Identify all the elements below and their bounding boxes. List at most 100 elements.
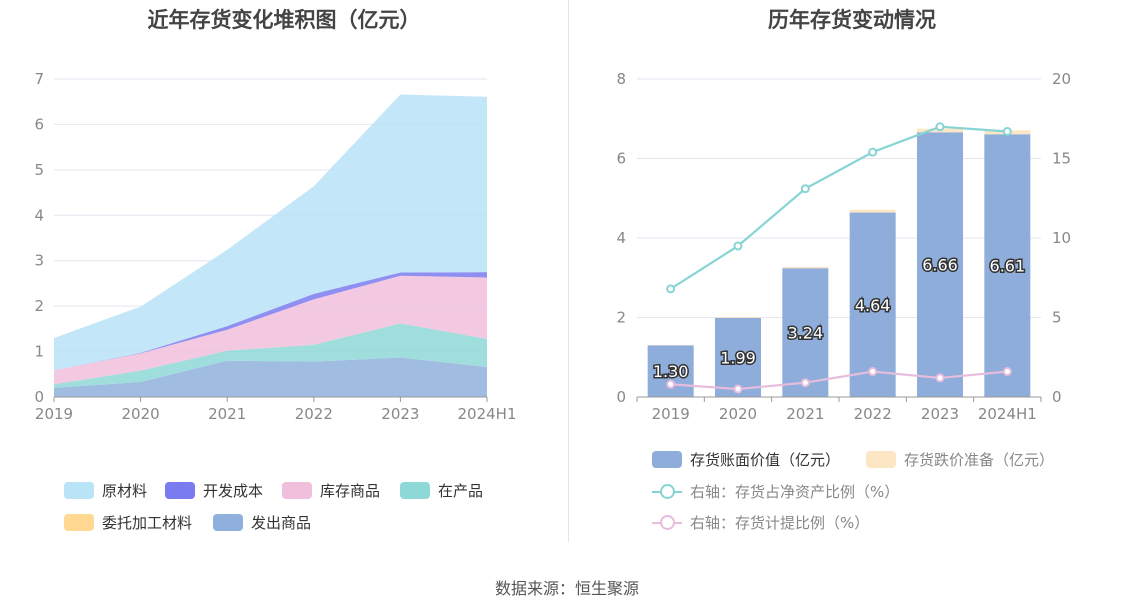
- bar-inventory-value: [715, 317, 761, 397]
- legend-label: 右轴：存货占净资产比例（%）: [690, 483, 900, 501]
- legend-label: 右轴：存货计提比例（%）: [690, 514, 870, 532]
- line-point: [733, 241, 743, 251]
- bar-inventory-value: [782, 268, 829, 397]
- bar-impairment-reserve: [715, 317, 761, 318]
- x-tick-label: 2021: [786, 405, 824, 423]
- y-tick-label: 1: [34, 343, 44, 361]
- y-tick-label: 7: [34, 70, 44, 88]
- legend-swatch: [652, 451, 682, 468]
- area-series: [54, 275, 487, 385]
- data-source-note: 数据来源：恒生聚源: [494, 579, 639, 598]
- legend-swatch: [282, 482, 312, 499]
- x-tick-label: 2023: [921, 405, 959, 423]
- y2-tick-label: 15: [1052, 150, 1071, 168]
- bar-data-label: 1.99: [720, 348, 756, 367]
- bar-data-label: 6.66: [922, 256, 958, 275]
- legend-swatch: [652, 483, 682, 500]
- legend-swatch: [866, 451, 896, 468]
- line-point: [666, 284, 676, 294]
- x-tick-label: 2020: [122, 405, 160, 423]
- line-point: [1002, 367, 1012, 377]
- y-tick-label: 4: [616, 229, 626, 247]
- line-point: [868, 367, 878, 377]
- legend-swatch: [213, 514, 243, 531]
- legend-item[interactable]: 委托加工材料: [64, 512, 192, 533]
- area-series: [54, 94, 487, 371]
- bar-inventory-value: [917, 132, 963, 397]
- bar-impairment-reserve: [849, 209, 896, 213]
- line-point: [733, 384, 743, 394]
- line-point: [1002, 126, 1012, 136]
- legend-swatch: [652, 514, 682, 531]
- line-point: [800, 184, 810, 194]
- bar-data-label: 3.24: [788, 324, 824, 343]
- legend-item[interactable]: 存货账面价值（亿元）: [652, 449, 840, 470]
- legend-item[interactable]: 右轴：存货计提比例（%）: [652, 512, 869, 533]
- chart-title: 近年存货变化堆积图（亿元）: [147, 8, 421, 32]
- area-series: [54, 357, 487, 397]
- bar-line-combo-chart: 0 2 4 6 8 0 5 10 15 20 1.30 1.99 3.24 4.64 6.66 6.61 201…: [616, 70, 1071, 423]
- bar-inventory-value: [849, 212, 896, 397]
- legend-label: 开发成本: [203, 482, 264, 500]
- bar-data-label: 6.61: [990, 257, 1026, 276]
- legend-label: 原材料: [102, 482, 148, 500]
- y2-tick-label: 20: [1052, 70, 1071, 88]
- bar-impairment-reserve: [782, 267, 829, 269]
- legend-item[interactable]: 右轴：存货占净资产比例（%）: [652, 481, 899, 502]
- legend-item[interactable]: 发出商品: [213, 512, 311, 533]
- legend-item[interactable]: 库存商品: [282, 480, 380, 501]
- area-series: [54, 323, 487, 388]
- y-tick-label: 0: [616, 388, 626, 406]
- legend-item[interactable]: 原材料: [64, 480, 147, 501]
- line-point: [800, 378, 810, 388]
- bar-data-label: 1.30: [653, 362, 689, 381]
- line-series: [670, 125, 1008, 290]
- y-tick-label: 0: [34, 388, 44, 406]
- x-tick-label: 2024H1: [458, 405, 517, 423]
- legend-swatch: [165, 482, 195, 499]
- y2-tick-label: 0: [1052, 388, 1062, 406]
- y-tick-label: 6: [616, 150, 626, 168]
- x-tick-label: 2022: [295, 405, 333, 423]
- x-tick-label: 2024H1: [978, 405, 1037, 423]
- bar-line-chart-panel: 历年存货变动情况 0 2 4 6 8 0 5 10 15 20 1.30 1.99 3.24 4.64 6.…: [570, 0, 1134, 560]
- x-tick-label: 2020: [719, 405, 757, 423]
- y-tick-label: 2: [616, 309, 626, 327]
- legend-label: 库存商品: [320, 482, 381, 500]
- line-point: [666, 379, 676, 389]
- legend-item[interactable]: 在产品: [400, 480, 483, 501]
- legend-label: 在产品: [438, 482, 484, 500]
- y2-tick-label: 5: [1052, 309, 1062, 327]
- y-tick-label: 5: [34, 161, 44, 179]
- x-tick-label: 2021: [208, 405, 246, 423]
- line-series: [670, 370, 1008, 391]
- stacked-area-chart-panel: 近年存货变化堆积图（亿元） 0 1 2 3 4 5 6 7 2019 2020 2021 2022 20…: [0, 0, 568, 560]
- line-point: [868, 147, 878, 157]
- bar-data-label: 4.64: [855, 296, 891, 315]
- line-point: [935, 373, 945, 383]
- y-tick-label: 6: [34, 115, 44, 133]
- chart-title: 历年存货变动情况: [768, 8, 936, 32]
- legend-swatch: [64, 514, 94, 531]
- legend-label: 存货账面价值（亿元）: [690, 451, 841, 469]
- x-tick-label: 2022: [854, 405, 892, 423]
- y2-tick-label: 10: [1052, 229, 1071, 247]
- x-tick-label: 2019: [652, 405, 690, 423]
- panel-divider: [568, 0, 569, 542]
- bar-inventory-value: [984, 134, 1031, 397]
- legend-label: 委托加工材料: [102, 514, 193, 532]
- x-tick-label: 2019: [35, 405, 73, 423]
- legend-label: 存货跌价准备（亿元）: [904, 451, 1055, 469]
- legend-swatch: [400, 482, 430, 499]
- line-point: [935, 122, 945, 132]
- y-tick-label: 8: [616, 70, 626, 88]
- legend-label: 发出商品: [251, 514, 312, 532]
- legend-item[interactable]: 开发成本: [165, 480, 263, 501]
- legend-item[interactable]: 存货跌价准备（亿元）: [866, 449, 1054, 470]
- stacked-area-chart: 0 1 2 3 4 5 6 7 2019 2020 2021 2022 2023 2024H1: [34, 70, 517, 423]
- legend-swatch: [64, 482, 94, 499]
- y-tick-label: 2: [34, 297, 44, 315]
- y-tick-label: 3: [34, 252, 44, 270]
- x-tick-label: 2023: [381, 405, 419, 423]
- y-tick-label: 4: [34, 206, 44, 224]
